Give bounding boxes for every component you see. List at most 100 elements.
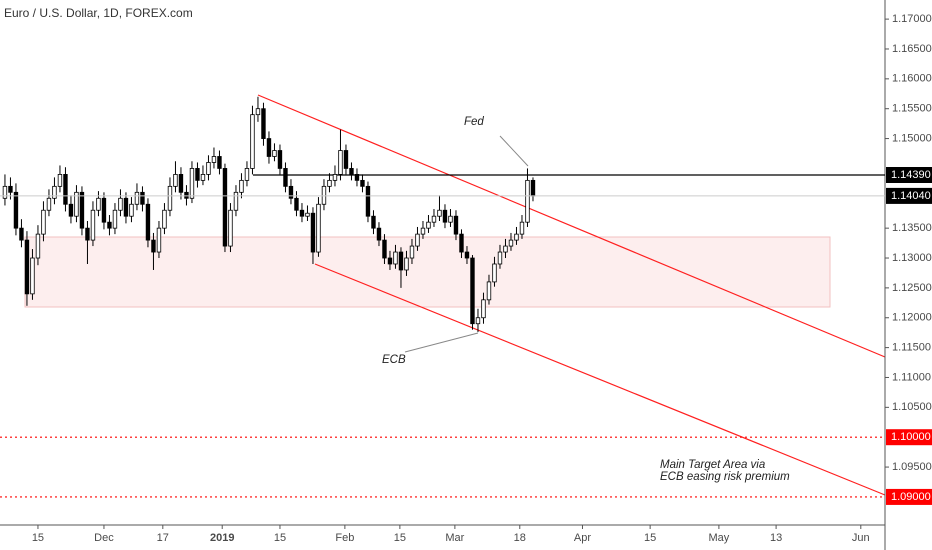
candle-body (13, 191, 19, 229)
candle-body (244, 168, 250, 181)
candle-body (299, 209, 305, 217)
candle-body (173, 174, 178, 187)
y-tick-label: 1.17000 (892, 13, 932, 25)
candle-body (118, 197, 123, 211)
candle-body (464, 251, 470, 259)
candle-body (283, 168, 288, 187)
candle-body (459, 233, 464, 253)
candle-body (266, 138, 272, 157)
candle-body (316, 203, 321, 253)
y-tick-label: 1.12500 (892, 282, 932, 294)
y-tick-label: 1.16500 (892, 43, 932, 55)
candle-body (211, 156, 217, 163)
candle-body (123, 197, 129, 217)
candle-body (46, 197, 52, 211)
y-tick-label: 1.13000 (892, 252, 932, 264)
candle-body (327, 179, 332, 187)
price-label-box (886, 429, 932, 446)
chart-title: Euro / U.S. Dollar, 1D, FOREX.com (4, 6, 193, 20)
candle-body (349, 168, 354, 175)
candle-body (387, 257, 393, 265)
y-tick-label: 1.10500 (892, 401, 932, 413)
price-label-box (886, 167, 932, 183)
price-label: 1.09000 (891, 491, 931, 503)
candle-body (310, 212, 316, 253)
fed-pointer (499, 135, 529, 167)
candle-body (57, 174, 63, 187)
candle-body (63, 174, 68, 205)
candle-body (162, 209, 167, 229)
candle-body (261, 108, 266, 139)
candle-body (206, 162, 211, 175)
candle-body (68, 203, 74, 217)
annotation: Fed (464, 116, 484, 128)
candle-body (492, 263, 497, 283)
x-tick-label: 17 (157, 532, 169, 544)
candle-body (365, 185, 371, 217)
candle-body (486, 281, 492, 301)
y-tick-label: 1.15500 (892, 103, 932, 115)
candle-body (525, 179, 530, 223)
ecb-pointer (404, 332, 479, 353)
price-label: 1.14390 (891, 169, 931, 181)
y-tick-label: 1.09500 (892, 461, 932, 473)
candle-body (404, 257, 409, 271)
candle-body (288, 185, 294, 199)
candle-body (167, 185, 173, 211)
x-tick-label: 15 (394, 532, 406, 544)
candle-body (475, 317, 481, 325)
candle-body (338, 150, 343, 175)
candle-body (420, 227, 426, 235)
x-tick-label: 15 (32, 532, 44, 544)
channel-lower (314, 263, 886, 496)
candle-body (409, 245, 415, 259)
candle-body (321, 185, 327, 205)
candle-body (233, 191, 239, 211)
candle-body (442, 209, 448, 223)
x-tick-label: Feb (335, 532, 354, 544)
x-tick-label: 18 (514, 532, 526, 544)
candle-body (371, 215, 376, 229)
price-label-box (886, 187, 932, 204)
candle-body (426, 221, 431, 229)
candle-body (277, 150, 283, 169)
annotation: ECB easing risk premium (660, 471, 790, 483)
candle-body (195, 168, 200, 181)
candle-body (140, 191, 145, 205)
x-tick-label: Mar (445, 532, 464, 544)
y-tick-label: 1.13500 (892, 222, 932, 234)
candle-body (305, 212, 310, 217)
price-label: 1.10000 (891, 431, 931, 443)
candle-body (255, 108, 261, 116)
y-tick-label: 1.11000 (892, 371, 931, 383)
candle-body (519, 221, 525, 235)
candle-body (497, 251, 503, 265)
candle-body (74, 191, 79, 217)
candle-body (41, 209, 46, 235)
x-tick-label: May (709, 532, 730, 544)
candle-body (481, 299, 486, 319)
candle-body (415, 233, 420, 247)
x-tick-label: 2019 (210, 532, 234, 544)
candle-body (184, 191, 189, 199)
candle-body (30, 257, 35, 295)
candle-body (107, 221, 112, 229)
candle-body (178, 174, 184, 193)
candle-body (272, 150, 277, 157)
candle-body (151, 239, 156, 253)
candle-body (382, 239, 387, 259)
candle-body (514, 233, 519, 241)
candle-body (470, 257, 475, 325)
x-tick-label: 13 (770, 532, 782, 544)
x-tick-label: Jun (852, 532, 870, 544)
x-tick-label: 15 (274, 532, 286, 544)
candle-body (85, 227, 90, 241)
annotation: ECB (382, 354, 406, 366)
candle-body (189, 168, 195, 199)
candle-body (448, 215, 453, 223)
candle-body (228, 209, 233, 247)
candle-body (343, 150, 349, 169)
candle-body (145, 203, 151, 241)
